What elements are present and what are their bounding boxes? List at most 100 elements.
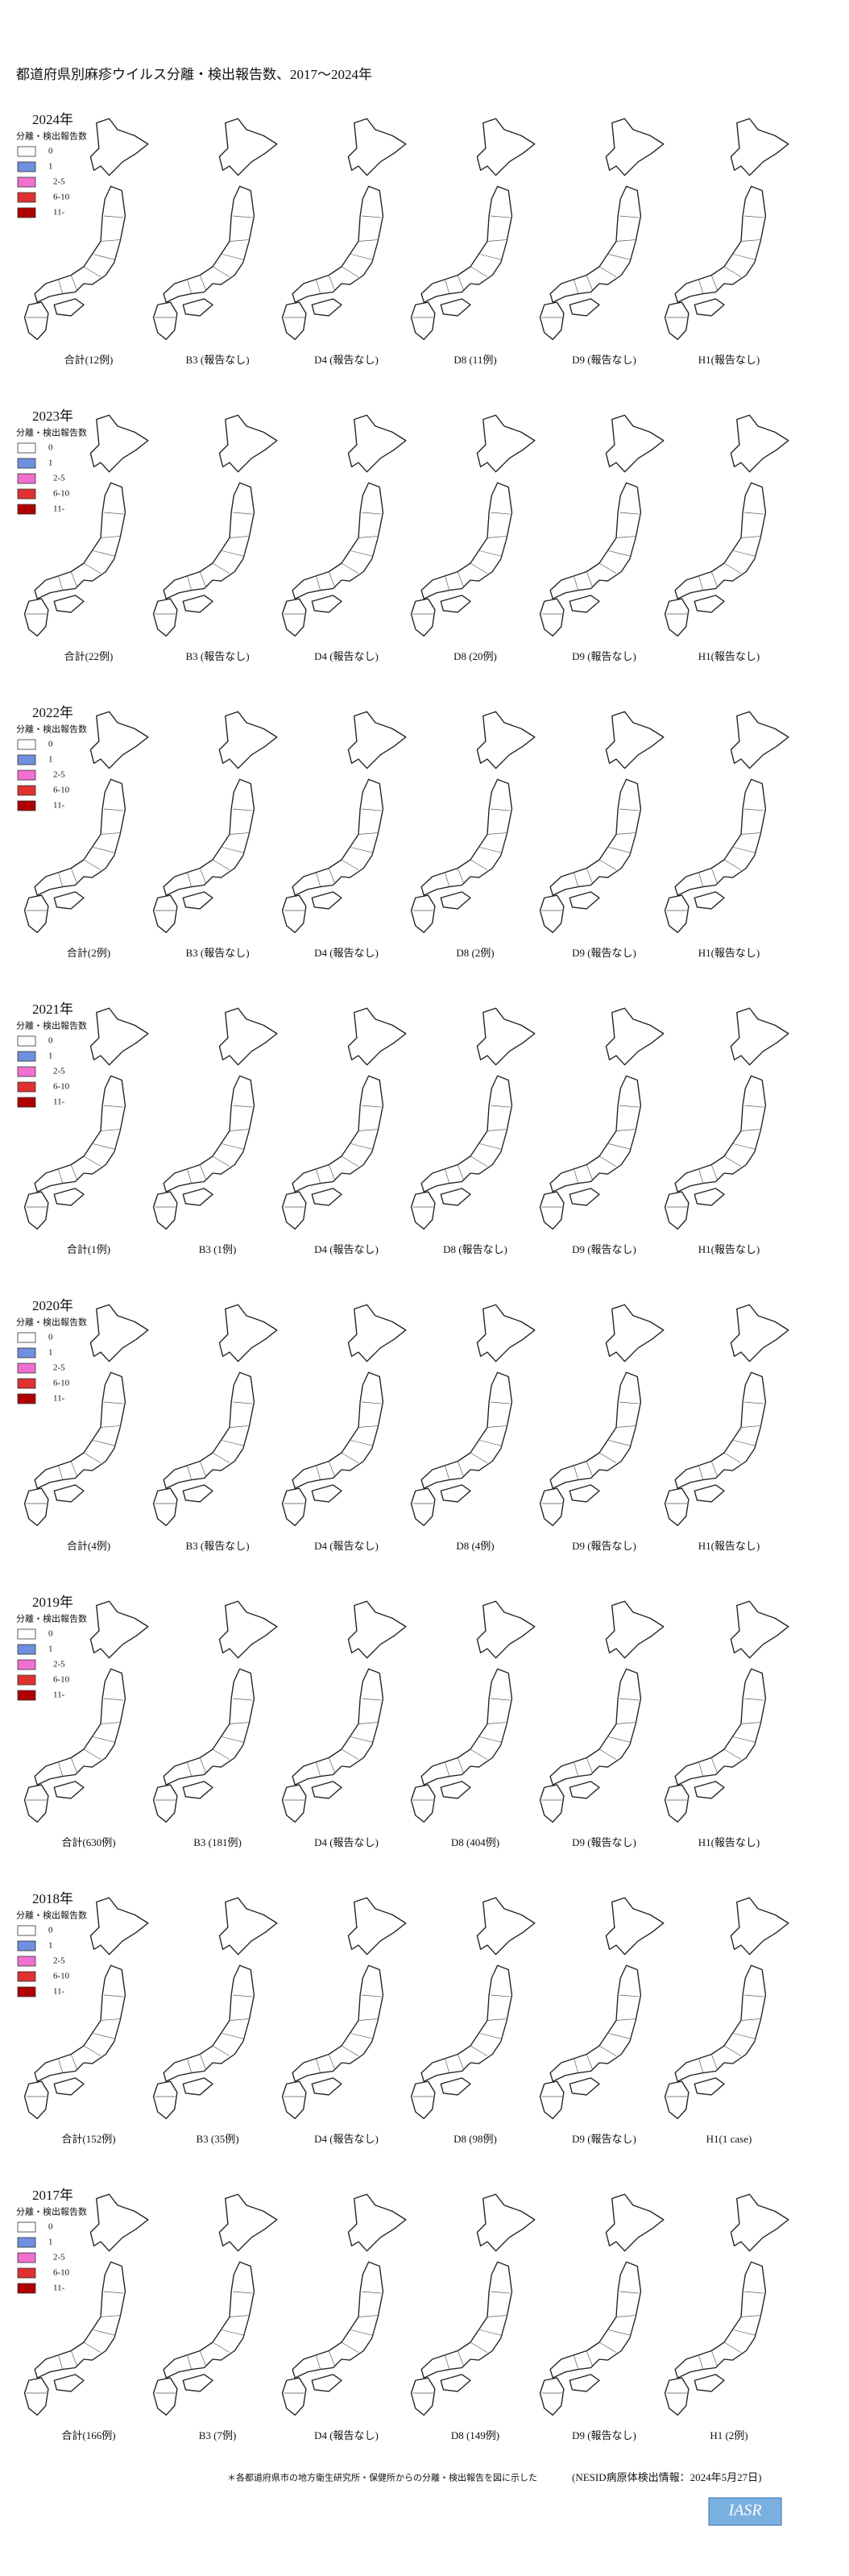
japan-map	[152, 118, 278, 340]
japan-map	[410, 2193, 536, 2416]
japan-map	[410, 414, 536, 637]
map-caption: 合計(4例)	[67, 1540, 110, 1552]
legend-swatch	[17, 473, 36, 484]
japan-map	[664, 1600, 789, 1823]
legend-label: 1	[48, 2238, 53, 2247]
legend-swatch	[17, 458, 36, 469]
map-caption: H1(報告なし)	[698, 1836, 760, 1848]
legend-swatch	[17, 1393, 36, 1404]
legend-swatch	[17, 504, 36, 515]
legend-label: 2-5	[53, 177, 65, 187]
year-label: 2018年	[32, 1891, 73, 1906]
legend-swatch	[17, 207, 36, 218]
japan-map	[664, 1007, 789, 1230]
map-caption: 合計(22例)	[64, 650, 114, 662]
map-caption: D9 (報告なし)	[572, 650, 636, 662]
legend-swatch	[17, 754, 36, 765]
map-caption: D4 (報告なし)	[314, 1836, 379, 1848]
map-caption: D9 (報告なし)	[572, 1243, 636, 1255]
legend-title: 分離・検出報告数	[16, 1613, 87, 1624]
legend-label: 1	[48, 1645, 53, 1654]
japan-map	[152, 1007, 278, 1230]
legend-label: 6-10	[53, 786, 70, 795]
legend-swatch	[17, 1925, 36, 1936]
legend-swatch	[17, 1986, 36, 1997]
legend-label: 0	[48, 147, 53, 156]
map-caption: H1(報告なし)	[698, 1243, 760, 1255]
japan-map	[664, 1304, 789, 1526]
japan-map	[152, 711, 278, 933]
japan-map	[410, 1897, 536, 2119]
map-caption: 合計(152例)	[61, 2133, 115, 2145]
japan-map	[281, 1897, 407, 2119]
map-caption: D4 (報告なし)	[314, 2133, 379, 2145]
map-caption: D9 (報告なし)	[572, 2133, 636, 2145]
map-caption: B3 (報告なし)	[185, 1540, 249, 1552]
japan-map	[410, 711, 536, 933]
map-caption: D9 (報告なし)	[572, 354, 636, 366]
legend-swatch	[17, 1332, 36, 1343]
legend-label: 6-10	[53, 1082, 70, 1092]
legend-swatch	[17, 146, 36, 157]
map-caption: 合計(2例)	[67, 947, 110, 959]
year-label: 2021年	[32, 1002, 73, 1017]
map-caption: D9 (報告なし)	[572, 1836, 636, 1848]
legend-swatch	[17, 1971, 36, 1982]
legend-swatch	[17, 739, 36, 750]
map-caption: B3 (報告なし)	[185, 947, 249, 959]
legend-label: 0	[48, 1333, 53, 1342]
legend-label: 6-10	[53, 1675, 70, 1685]
map-caption: D8 (4例)	[456, 1540, 494, 1552]
map-caption: H1(報告なし)	[698, 1540, 760, 1552]
legend-title: 分離・検出報告数	[16, 724, 87, 735]
legend-swatch	[17, 1347, 36, 1359]
map-caption: B3 (報告なし)	[185, 354, 249, 366]
japan-map	[410, 1304, 536, 1526]
japan-map	[281, 1304, 407, 1526]
map-caption: H1(1 case)	[706, 2133, 752, 2145]
japan-map	[410, 1600, 536, 1823]
legend-title: 分離・検出報告数	[16, 131, 87, 142]
japan-map	[152, 1897, 278, 2119]
legend-title: 分離・検出報告数	[16, 1910, 87, 1921]
japan-map	[23, 1600, 149, 1823]
map-caption: D8 (11例)	[453, 354, 496, 366]
legend-label: 0	[48, 1036, 53, 1046]
legend-label: 2-5	[53, 1956, 65, 1966]
legend-label: 0	[48, 2222, 53, 2232]
japan-map	[664, 2193, 789, 2416]
legend-swatch	[17, 1035, 36, 1047]
legend-label: 11-	[53, 504, 65, 514]
legend-swatch	[17, 1066, 36, 1077]
year-label: 2022年	[32, 705, 73, 720]
year-label: 2024年	[32, 112, 73, 127]
japan-map	[23, 1304, 149, 1526]
legend-swatch	[17, 1690, 36, 1701]
legend-swatch	[17, 488, 36, 500]
legend-label: 0	[48, 443, 53, 453]
legend-swatch	[17, 800, 36, 811]
japan-map	[281, 1007, 407, 1230]
legend-swatch	[17, 1363, 36, 1374]
legend-title: 分離・検出報告数	[16, 1317, 87, 1328]
logo-box	[708, 2497, 782, 2526]
page-title: 都道府県別麻疹ウイルス分離・検出報告数、2017～2024年	[16, 67, 372, 82]
legend-swatch	[17, 1081, 36, 1093]
legend-label: 1	[48, 1941, 53, 1951]
japan-map	[152, 2193, 278, 2416]
legend-swatch	[17, 1051, 36, 1062]
legend-label: 2-5	[53, 770, 65, 780]
legend-title: 分離・検出報告数	[16, 2206, 87, 2217]
japan-map	[281, 118, 407, 340]
legend-swatch	[17, 2221, 36, 2233]
map-caption: B3 (7例)	[199, 2429, 237, 2441]
japan-map	[539, 1600, 665, 1823]
japan-map	[410, 118, 536, 340]
legend-label: 0	[48, 1926, 53, 1935]
japan-map	[664, 118, 789, 340]
map-caption: D8 (149例)	[451, 2429, 499, 2441]
